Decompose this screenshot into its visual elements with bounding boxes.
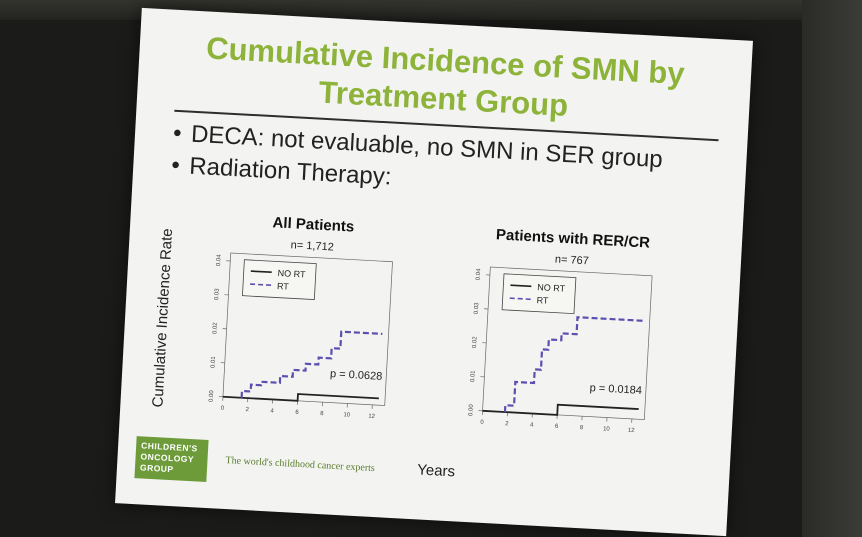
chart-all-patients: All Patients n= 1,712 0.00 0.01 0.02 0.03 0.04… xyxy=(209,214,393,420)
x-tick-label: 6 xyxy=(555,424,559,430)
legend-swatch xyxy=(510,284,532,288)
rt-series-line xyxy=(240,330,383,398)
x-tick-label: 0 xyxy=(480,420,484,426)
legend-box xyxy=(242,259,317,300)
x-tick-label: 0 xyxy=(220,406,224,412)
x-tick-label: 10 xyxy=(343,412,351,418)
legend-box xyxy=(501,273,577,315)
x-tick-label: 4 xyxy=(530,422,534,428)
chart-subtitle: n= 1,712 xyxy=(290,239,334,253)
y-tick-label: 0.03 xyxy=(214,288,221,301)
x-axis-title: Years xyxy=(416,461,456,481)
x-tick-label: 8 xyxy=(580,425,584,431)
legend-swatch xyxy=(509,297,531,301)
tagline: The world's childhood cancer experts xyxy=(225,455,376,475)
bullet-dot-icon: • xyxy=(172,119,183,148)
legend-label: RT xyxy=(536,295,549,306)
bullet-dot-icon: • xyxy=(170,151,181,180)
room-wall xyxy=(802,0,862,537)
chart-rer-cr-patients: Patients with RER/CR n= 767 0.00 0.01 0.02 0.… xyxy=(468,226,653,434)
legend-label: NO RT xyxy=(277,268,306,280)
y-tick-label: 0.00 xyxy=(209,390,216,403)
legend-label: RT xyxy=(277,281,290,292)
y-tick-label: 0.01 xyxy=(470,370,477,383)
no-rt-series-line xyxy=(222,393,379,402)
p-value-annotation: p = 0.0184 xyxy=(589,382,642,397)
x-tick-label: 2 xyxy=(245,407,249,413)
y-tick-label: 0.01 xyxy=(210,356,217,369)
chart-title: All Patients xyxy=(272,214,354,235)
x-tick-label: 10 xyxy=(603,426,611,432)
x-tick-label: 12 xyxy=(368,414,376,420)
chart-title: Patients with RER/CR xyxy=(496,226,651,251)
y-tick-label: 0.04 xyxy=(476,268,483,281)
no-rt-series-line xyxy=(482,403,639,416)
y-tick-label: 0.03 xyxy=(474,302,481,315)
x-tick-label: 6 xyxy=(295,410,299,416)
plot-frame xyxy=(222,252,393,406)
slide-title: Cumulative Incidence of SMN by Treatment… xyxy=(137,26,752,135)
x-tick-label: 8 xyxy=(320,411,324,417)
p-value-annotation: p = 0.0628 xyxy=(330,368,383,383)
projected-slide: Cumulative Incidence of SMN by Treatment… xyxy=(115,7,753,537)
legend-swatch xyxy=(250,283,272,287)
x-tick-label: 12 xyxy=(628,428,636,434)
chart-subtitle: n= 767 xyxy=(555,254,590,268)
y-tick-label: 0.02 xyxy=(472,336,479,349)
legend-swatch xyxy=(250,270,272,274)
legend-label: NO RT xyxy=(537,282,566,294)
rt-series-line xyxy=(503,316,644,413)
y-tick-label: 0.00 xyxy=(468,404,475,417)
x-tick-label: 2 xyxy=(505,421,509,427)
y-tick-label: 0.02 xyxy=(212,322,219,335)
x-tick-label: 4 xyxy=(270,408,274,414)
y-axis-title: Cumulative Incidence Rate xyxy=(149,227,177,408)
room-ceiling xyxy=(0,0,862,20)
y-tick-label: 0.04 xyxy=(216,254,223,267)
plot-frame xyxy=(482,266,653,420)
cog-logo: CHILDREN'S ONCOLOGY GROUP xyxy=(134,436,209,482)
